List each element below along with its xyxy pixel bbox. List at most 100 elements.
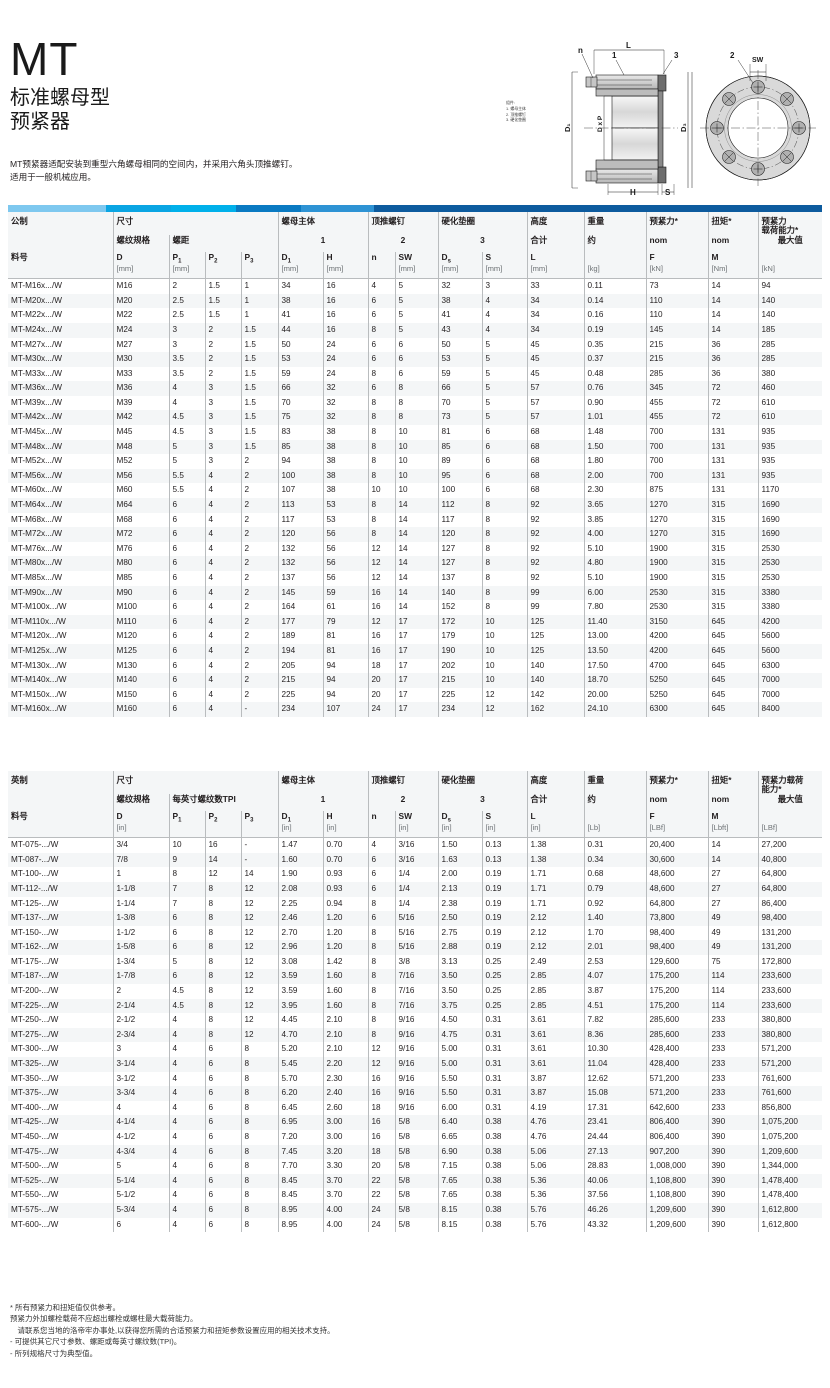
unit-M: [Lbft] bbox=[707, 823, 758, 839]
table-row[interactable]: MT-M24x.../W M24 3 2 1.5 44 16 8 5 43 4 34 0.19 145 14… bbox=[8, 322, 822, 338]
table-row[interactable]: MT-M110x.../W M110 6 4 2 177 79 12 17 172 10 125 11.… bbox=[8, 614, 822, 630]
table-cell: 2 bbox=[240, 585, 278, 601]
table-row[interactable]: MT-400-.../W 4 4 6 8 6.45 2.60 18 9/16 6.00 0.31 4.… bbox=[8, 1100, 822, 1116]
table-cell: 38 bbox=[322, 468, 368, 484]
table-row[interactable]: MT-M60x.../W M60 5.5 4 2 107 38 10 10 100 6 68 2.30 8… bbox=[8, 483, 822, 499]
table-row[interactable]: MT-575-.../W 5-3/4 4 6 8 8.95 4.00 24 5/8 8.15 0.3… bbox=[8, 1202, 822, 1218]
table-row[interactable]: MT-600-.../W 6 4 6 8 8.95 4.00 24 5/8 8.15 0.38 5.7… bbox=[8, 1217, 822, 1233]
table-row[interactable]: MT-250-.../W 2-1/2 4 8 12 4.45 2.10 8 9/16 4.50 0.… bbox=[8, 1013, 822, 1028]
table-row[interactable]: MT-500-.../W 5 4 6 8 7.70 3.30 20 5/8 7.15 0.38 5.0… bbox=[8, 1159, 822, 1174]
table-cell: 4 bbox=[168, 1173, 205, 1189]
table-cell: 6 bbox=[481, 483, 527, 499]
table-cell: 2530 bbox=[757, 556, 822, 571]
table-row[interactable]: MT-300-.../W 3 4 6 8 5.20 2.10 12 9/16 5.00 0.31 3.… bbox=[8, 1042, 822, 1058]
table-cell: 1.5 bbox=[240, 425, 278, 440]
table-cell: 0.31 bbox=[481, 1057, 527, 1072]
table-cell: 12 bbox=[240, 984, 278, 999]
table-cell: 3/8 bbox=[394, 954, 438, 970]
table-cell: 3.87 bbox=[526, 1071, 584, 1087]
table-row[interactable]: MT-M48x.../W M48 5 3 1.5 85 38 8 10 85 6 68 1.50 700 1… bbox=[8, 439, 822, 455]
table-row[interactable]: MT-375-.../W 3-3/4 4 6 8 6.20 2.40 16 9/16 5.50 0.… bbox=[8, 1086, 822, 1101]
table-cell: 12 bbox=[240, 940, 278, 955]
table-row[interactable]: MT-M64x.../W M64 6 4 2 113 53 8 14 112 8 92 3.65 1270… bbox=[8, 498, 822, 513]
table-cell: 7.65 bbox=[437, 1188, 482, 1203]
table-cell: 56 bbox=[322, 556, 368, 571]
table-row[interactable]: MT-175-.../W 1-3/4 5 8 12 3.08 1.42 8 3/8 3.13 0.2… bbox=[8, 954, 822, 970]
table-row[interactable]: MT-M45x.../W M45 4.5 3 1.5 83 38 8 10 81 6 68 1.48 70… bbox=[8, 425, 822, 440]
table-row[interactable]: MT-M33x.../W M33 3.5 2 1.5 59 24 8 6 59 5 45 0.48 285… bbox=[8, 366, 822, 382]
table-cell: 4 bbox=[204, 614, 241, 630]
table-row[interactable]: MT-M120x.../W M120 6 4 2 189 81 16 17 179 10 125 13.… bbox=[8, 629, 822, 644]
table-row[interactable]: MT-M30x.../W M30 3.5 2 1.5 53 24 6 6 53 5 45 0.37 215… bbox=[8, 352, 822, 367]
table-row[interactable]: MT-M27x.../W M27 3 2 1.5 50 24 6 6 50 5 45 0.35 215 36… bbox=[8, 337, 822, 353]
table-cell: 0.16 bbox=[583, 308, 646, 323]
table-cell: 1-3/4 bbox=[112, 954, 169, 970]
table-row[interactable]: MT-525-.../W 5-1/4 4 6 8 8.45 3.70 22 5/8 7.65 0.3… bbox=[8, 1173, 822, 1189]
table-row[interactable]: MT-M76x.../W M76 6 4 2 132 56 12 14 127 8 92 5.10 190… bbox=[8, 541, 822, 557]
table-cell: 8 bbox=[367, 954, 395, 970]
table-row[interactable]: MT-M100x.../W M100 6 4 2 164 61 16 14 152 8 99 7.80 2… bbox=[8, 600, 822, 615]
table-cell: 10 bbox=[394, 468, 438, 484]
sym-P-sub: 3 bbox=[250, 258, 254, 265]
col-sub-weight-approx: 约 bbox=[583, 234, 646, 252]
unit-H: [mm] bbox=[322, 264, 368, 280]
table-row[interactable]: MT-087-.../W 7/8 9 14-1.60 0.70 6 3/16 1.63 0.13… bbox=[8, 852, 822, 868]
table-row[interactable]: MT-550-.../W 5-1/2 4 6 8 8.45 3.70 22 5/8 7.65 0.3… bbox=[8, 1188, 822, 1203]
table-row[interactable]: MT-M22x.../W M22 2.5 1.5 1 41 16 6 5 41 4 34 0.16 110… bbox=[8, 308, 822, 323]
table-row[interactable]: MT-200-.../W 2 4.5 8 12 3.59 1.60 8 7/16 3.50 0.25… bbox=[8, 984, 822, 999]
table-cell: 15.08 bbox=[583, 1086, 646, 1101]
metric-table-body: MT-M16x.../W M16 2 1.5 1 34 16 4 5 32 3 33 0.11 73 14 9… bbox=[8, 278, 822, 717]
table-row[interactable]: MT-112-.../W 1-1/8 7 8 12 2.08 0.93 6 1/4 2.13 0.1… bbox=[8, 881, 822, 897]
table-cell: 6 bbox=[168, 658, 205, 674]
table-cell: 0.31 bbox=[481, 1027, 527, 1043]
table-row[interactable]: MT-125-.../W 1-1/4 7 8 12 2.25 0.94 8 1/4 2.38 0.1… bbox=[8, 896, 822, 912]
table-row[interactable]: MT-M90x.../W M90 6 4 2 145 59 16 14 140 8 99 6.00 253… bbox=[8, 585, 822, 601]
table-row[interactable]: MT-M39x.../W M39 4 3 1.5 70 32 8 8 70 5 57 0.90 455 72… bbox=[8, 395, 822, 411]
table-cell: 43 bbox=[437, 322, 482, 338]
table-cell: 935 bbox=[757, 425, 822, 440]
table-row[interactable]: MT-325-.../W 3-1/4 4 6 8 5.45 2.20 12 9/16 5.00 0.… bbox=[8, 1057, 822, 1072]
table-cell: 16 bbox=[367, 629, 395, 644]
table-cell: 5.06 bbox=[526, 1159, 584, 1174]
table-row[interactable]: MT-M150x.../W M150 6 4 2 225 94 20 17 225 12 142 20.… bbox=[8, 687, 822, 703]
table-row[interactable]: MT-137-.../W 1-3/8 6 8 12 2.46 1.20 6 5/16 2.50 0.… bbox=[8, 911, 822, 926]
col-sub-torque-nom: nom bbox=[707, 234, 758, 252]
table-row[interactable]: MT-450-.../W 4-1/2 4 6 8 7.20 3.00 16 5/8 6.65 0.3… bbox=[8, 1130, 822, 1145]
table-row[interactable]: MT-225-.../W 2-1/4 4.5 8 12 3.95 1.60 8 7/16 3.75… bbox=[8, 998, 822, 1014]
table-row[interactable]: MT-M130x.../W M130 6 4 2 205 94 18 17 202 10 140 17.… bbox=[8, 658, 822, 674]
table-row[interactable]: MT-M72x.../W M72 6 4 2 120 56 8 14 120 8 92 4.00 1270… bbox=[8, 527, 822, 542]
intro-text: MT预紧器适配安装到重型六角螺母相同的空间内，并采用六角头顶推螺钉。 适用于一般… bbox=[10, 158, 530, 185]
unit-D: [in] bbox=[112, 823, 169, 839]
table-row[interactable]: MT-M80x.../W M80 6 4 2 132 56 12 14 127 8 92 4.80 190… bbox=[8, 556, 822, 571]
table-cell: M22 bbox=[112, 308, 169, 323]
table-row[interactable]: MT-275-.../W 2-3/4 4 8 12 4.70 2.10 8 9/16 4.75 0.… bbox=[8, 1027, 822, 1043]
table-row[interactable]: MT-M52x.../W M52 5 3 2 94 38 8 10 89 6 68 1.80 700 131… bbox=[8, 454, 822, 469]
table-row[interactable]: MT-M160x.../W M160 6 4-234 107 24 17 234 12 162 24… bbox=[8, 702, 822, 717]
unit-D: [mm] bbox=[112, 264, 169, 280]
table-row[interactable]: MT-M125x.../W M125 6 4 2 194 81 16 17 190 10 125 13.… bbox=[8, 643, 822, 659]
table-row[interactable]: MT-M68x.../W M68 6 4 2 117 53 8 14 117 8 92 3.85 1270… bbox=[8, 512, 822, 528]
table-row[interactable]: MT-425-.../W 4-1/4 4 6 8 6.95 3.00 16 5/8 6.40 0.3… bbox=[8, 1115, 822, 1130]
table-row[interactable]: MT-M42x.../W M42 4.5 3 1.5 75 32 8 8 73 5 57 1.01 455… bbox=[8, 410, 822, 426]
table-row[interactable]: MT-M20x.../W M20 2.5 1.5 1 38 16 6 5 38 4 34 0.14 110… bbox=[8, 293, 822, 309]
table-cell: - bbox=[240, 837, 278, 853]
table-row[interactable]: MT-100-.../W 1 8 12 14 1.90 0.93 6 1/4 2.00 0.19 1.… bbox=[8, 867, 822, 882]
table-row[interactable]: MT-475-.../W 4-3/4 4 6 8 7.45 3.20 18 5/8 6.90 0.3… bbox=[8, 1144, 822, 1160]
table-row[interactable]: MT-350-.../W 3-1/2 4 6 8 5.70 2.30 16 9/16 5.50 0.… bbox=[8, 1071, 822, 1087]
table-cell: 3.95 bbox=[277, 998, 323, 1014]
table-row[interactable]: MT-M140x.../W M140 6 4 2 215 94 20 17 215 10 140 18.… bbox=[8, 673, 822, 688]
table-row[interactable]: MT-M85x.../W M85 6 4 2 137 56 12 14 137 8 92 5.10 190… bbox=[8, 571, 822, 586]
table-cell: 0.31 bbox=[583, 837, 646, 853]
table-cell: 233,600 bbox=[757, 969, 822, 985]
table-row[interactable]: MT-150-.../W 1-1/2 6 8 12 2.70 1.20 8 5/16 2.75 0.… bbox=[8, 925, 822, 941]
table-row[interactable]: MT-M56x.../W M56 5.5 4 2 100 38 8 10 95 6 68 2.00 700… bbox=[8, 468, 822, 484]
table-row[interactable]: MT-M36x.../W M36 4 3 1.5 66 32 6 8 66 5 57 0.76 345 72… bbox=[8, 381, 822, 396]
table-row[interactable]: MT-M16x.../W M16 2 1.5 1 34 16 4 5 32 3 33 0.11 73 14 9… bbox=[8, 278, 822, 294]
table-row[interactable]: MT-075-.../W 3/4 10 16-1.47 0.70 4 3/16 1.50 0.1… bbox=[8, 837, 822, 853]
table-cell: 2.85 bbox=[526, 998, 584, 1014]
table-row[interactable]: MT-187-.../W 1-7/8 6 8 12 3.59 1.60 8 7/16 3.50 0.… bbox=[8, 969, 822, 985]
table-row[interactable]: MT-162-.../W 1-5/8 6 8 12 2.96 1.20 8 5/16 2.88 0.… bbox=[8, 940, 822, 955]
col-sub-preload-nom: nom bbox=[645, 793, 708, 811]
table-cell: 3/16 bbox=[394, 852, 438, 868]
table-cell: 14 bbox=[707, 837, 758, 853]
